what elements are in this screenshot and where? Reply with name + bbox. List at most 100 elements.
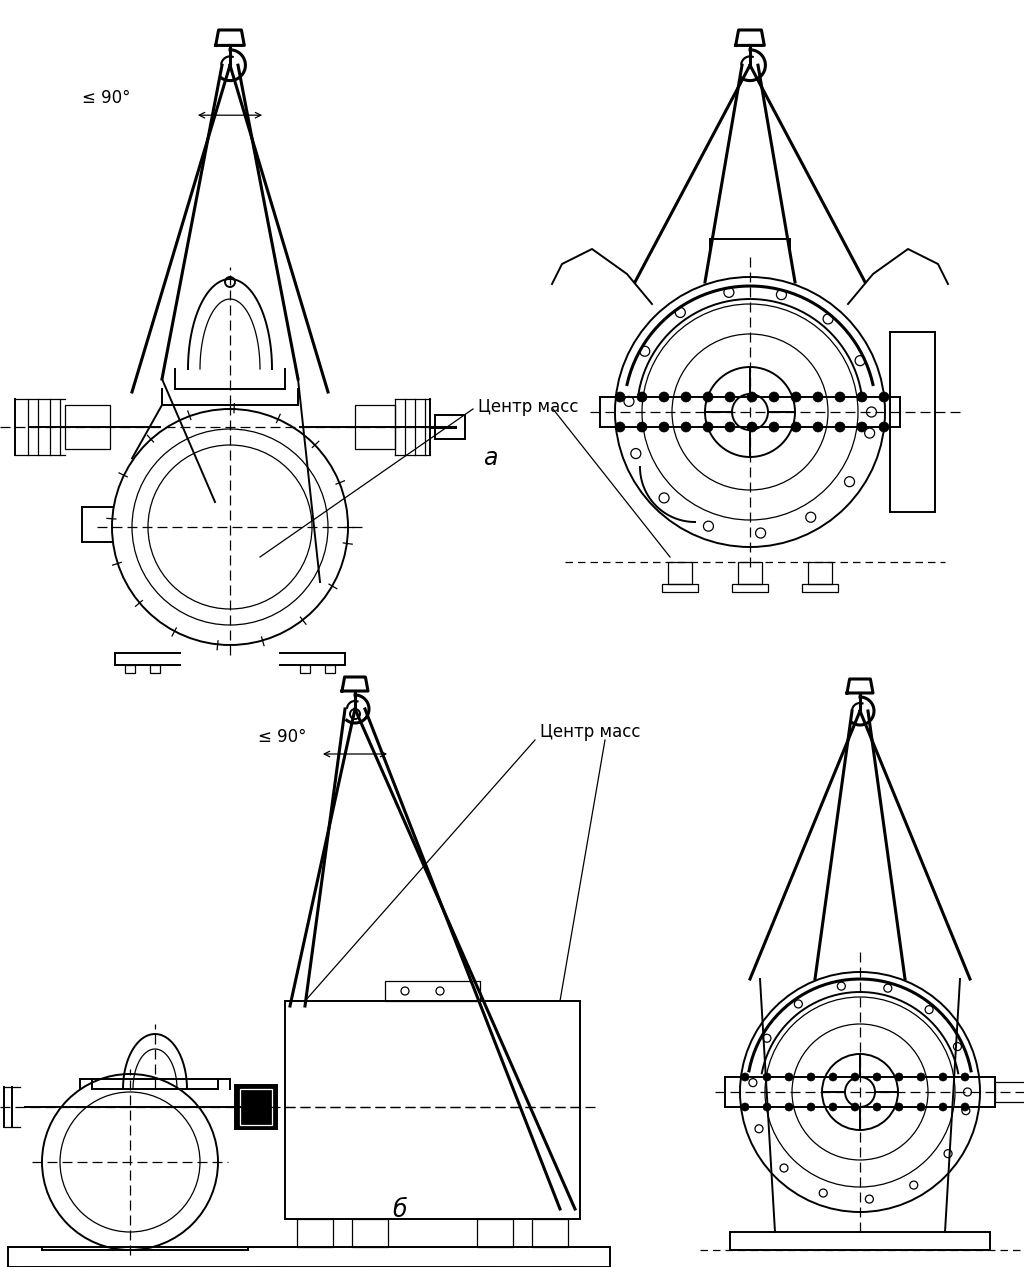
- Bar: [732, 584, 768, 592]
- Circle shape: [681, 392, 691, 402]
- Circle shape: [851, 1104, 859, 1111]
- Circle shape: [795, 1000, 803, 1009]
- Circle shape: [918, 1073, 925, 1081]
- Circle shape: [857, 422, 867, 432]
- Circle shape: [703, 422, 713, 432]
- Bar: [240, 1090, 272, 1125]
- Circle shape: [807, 1104, 815, 1111]
- Circle shape: [829, 1073, 837, 1081]
- Circle shape: [769, 422, 779, 432]
- Circle shape: [909, 1181, 918, 1190]
- Circle shape: [813, 422, 823, 432]
- Bar: [300, 665, 310, 673]
- Circle shape: [637, 422, 647, 432]
- Circle shape: [813, 392, 823, 402]
- Bar: [890, 332, 935, 512]
- Bar: [477, 1219, 513, 1247]
- Bar: [385, 981, 480, 1001]
- Circle shape: [703, 392, 713, 402]
- Circle shape: [829, 1104, 837, 1111]
- Circle shape: [939, 1073, 947, 1081]
- Circle shape: [776, 290, 786, 299]
- Circle shape: [961, 1073, 969, 1081]
- Circle shape: [964, 1088, 972, 1096]
- Circle shape: [675, 308, 685, 318]
- Circle shape: [835, 392, 845, 402]
- Circle shape: [741, 1073, 749, 1081]
- Circle shape: [724, 288, 734, 298]
- Bar: [325, 665, 335, 673]
- Bar: [150, 665, 160, 673]
- Circle shape: [879, 422, 889, 432]
- Bar: [808, 563, 831, 584]
- Circle shape: [746, 392, 757, 402]
- Circle shape: [879, 392, 889, 402]
- Text: б: б: [392, 1199, 408, 1221]
- Circle shape: [866, 407, 877, 417]
- Circle shape: [741, 1104, 749, 1111]
- Circle shape: [925, 1006, 933, 1014]
- Circle shape: [615, 392, 625, 402]
- Circle shape: [857, 392, 867, 402]
- Circle shape: [791, 422, 801, 432]
- Circle shape: [763, 1073, 771, 1081]
- Bar: [730, 1232, 990, 1251]
- Bar: [234, 1085, 278, 1129]
- Circle shape: [703, 521, 714, 531]
- Circle shape: [873, 1104, 881, 1111]
- Bar: [738, 563, 762, 584]
- Text: Центр масс: Центр масс: [478, 398, 579, 416]
- Bar: [532, 1219, 568, 1247]
- Circle shape: [884, 984, 892, 992]
- Circle shape: [755, 1125, 763, 1133]
- Circle shape: [851, 1073, 859, 1081]
- Circle shape: [918, 1104, 925, 1111]
- Text: а: а: [482, 446, 498, 470]
- Circle shape: [624, 397, 634, 407]
- Circle shape: [763, 1104, 771, 1111]
- Circle shape: [637, 392, 647, 402]
- Circle shape: [791, 392, 801, 402]
- Circle shape: [865, 1195, 873, 1204]
- Circle shape: [725, 422, 735, 432]
- Circle shape: [785, 1104, 793, 1111]
- Circle shape: [855, 356, 865, 366]
- Circle shape: [659, 422, 669, 432]
- Bar: [352, 1219, 388, 1247]
- Circle shape: [873, 1073, 881, 1081]
- Bar: [995, 1082, 1024, 1102]
- Circle shape: [785, 1073, 793, 1081]
- Circle shape: [864, 428, 874, 438]
- Circle shape: [659, 392, 669, 402]
- Bar: [65, 405, 110, 449]
- Bar: [125, 665, 135, 673]
- Circle shape: [756, 528, 766, 538]
- Circle shape: [962, 1106, 970, 1115]
- Circle shape: [749, 1078, 757, 1087]
- Circle shape: [640, 346, 650, 356]
- Circle shape: [763, 1034, 771, 1043]
- Bar: [355, 405, 395, 449]
- Bar: [8, 1247, 610, 1267]
- Circle shape: [615, 422, 625, 432]
- Circle shape: [835, 422, 845, 432]
- Circle shape: [681, 422, 691, 432]
- Circle shape: [806, 512, 816, 522]
- Circle shape: [845, 476, 854, 487]
- Circle shape: [953, 1043, 962, 1050]
- Circle shape: [780, 1164, 788, 1172]
- Circle shape: [659, 493, 669, 503]
- Circle shape: [961, 1104, 969, 1111]
- Bar: [802, 584, 838, 592]
- Circle shape: [769, 392, 779, 402]
- Bar: [297, 1219, 333, 1247]
- Circle shape: [939, 1104, 947, 1111]
- Text: ≤ 90°: ≤ 90°: [82, 89, 130, 108]
- Text: Центр масс: Центр масс: [540, 723, 640, 741]
- Circle shape: [895, 1073, 903, 1081]
- Circle shape: [807, 1073, 815, 1081]
- Bar: [435, 416, 465, 438]
- Text: ≤ 90°: ≤ 90°: [258, 729, 306, 746]
- Circle shape: [725, 392, 735, 402]
- Circle shape: [895, 1104, 903, 1111]
